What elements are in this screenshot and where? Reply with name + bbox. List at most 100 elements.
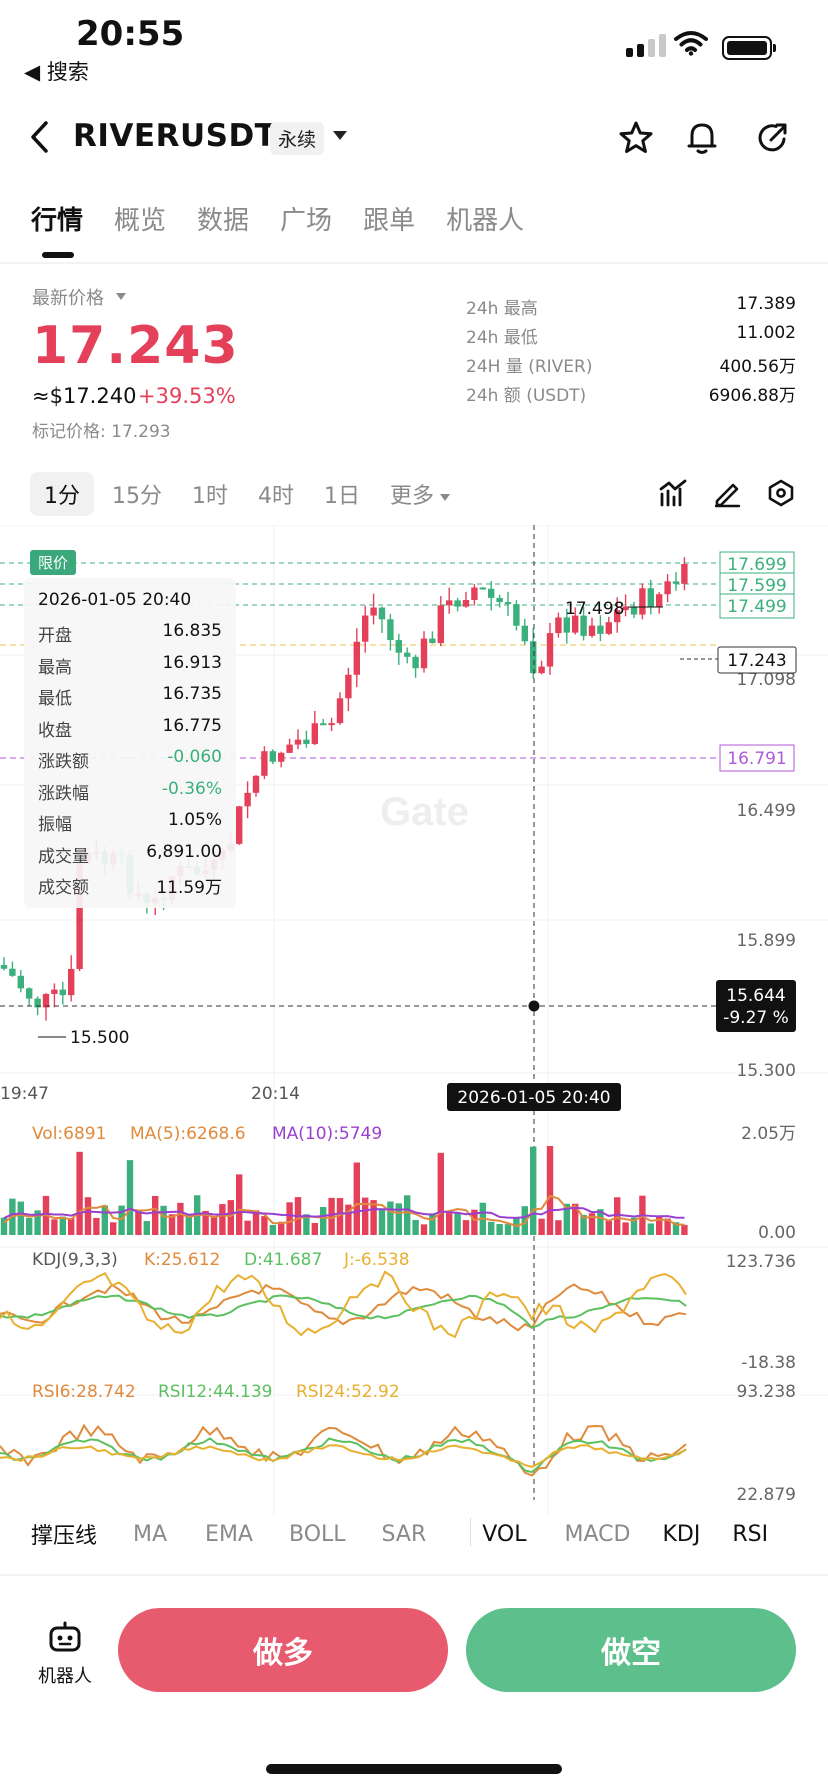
caret-down-icon[interactable] — [116, 293, 126, 300]
caret-down-icon — [440, 493, 451, 501]
volume-bar — [59, 1216, 66, 1235]
candle-body — [630, 606, 638, 615]
candle-body — [437, 605, 444, 644]
indicator-chart-icon[interactable] — [658, 478, 688, 508]
volume-bar — [320, 1206, 327, 1235]
candle-body — [429, 638, 436, 644]
volume-bar — [252, 1210, 260, 1235]
long-button[interactable]: 做多 — [118, 1608, 448, 1692]
volume-bar — [311, 1222, 318, 1235]
tab-copy-trading[interactable]: 跟单 — [363, 206, 416, 236]
contract-type-badge[interactable]: 永续 — [270, 122, 325, 155]
last-price-label[interactable]: 最新价格 — [32, 288, 104, 309]
chevron-down-icon[interactable] — [333, 131, 347, 140]
short-button[interactable]: 做空 — [466, 1608, 796, 1692]
volume-bar — [286, 1202, 293, 1235]
candle-body — [412, 656, 419, 669]
candle-body — [504, 602, 512, 605]
candle-body — [261, 751, 268, 776]
volume-bar — [152, 1195, 159, 1235]
tooltip-value: 11.59万 — [156, 878, 222, 898]
indicator-ema[interactable]: EMA — [205, 1521, 253, 1547]
volume-bar — [168, 1214, 176, 1235]
change-percent: +39.53% — [138, 384, 236, 408]
robot-button[interactable]: 机器人 — [32, 1620, 98, 1688]
pair-title[interactable]: RIVERUSDT — [73, 118, 277, 154]
candle-body — [269, 751, 276, 762]
volume-bar — [546, 1146, 554, 1235]
indicator-ma[interactable]: MA — [133, 1521, 168, 1547]
candle-body — [681, 564, 688, 584]
back-icon[interactable] — [28, 120, 52, 154]
indicator-boll[interactable]: BOLL — [288, 1521, 346, 1547]
candle-body — [488, 588, 495, 598]
tooltip-row: 成交量 6,891.00 — [38, 842, 222, 867]
purple-price-tag: 16.791 — [719, 744, 795, 772]
interval-1h[interactable]: 1时 — [192, 484, 228, 509]
indicator-sar[interactable]: SAR — [381, 1521, 427, 1547]
settings-hexagon-icon[interactable] — [766, 478, 796, 508]
volume-bar — [303, 1214, 310, 1235]
volume-bar — [496, 1224, 503, 1235]
volume-bar — [185, 1214, 192, 1235]
tooltip-time: 2026-01-05 20:40 — [38, 590, 192, 610]
interval-more[interactable]: 更多 — [390, 478, 451, 510]
candle-body — [471, 587, 478, 601]
tooltip-key: 成交额 — [38, 878, 89, 898]
indicator-kdj[interactable]: KDJ — [662, 1521, 701, 1547]
tab-data[interactable]: 数据 — [197, 206, 250, 236]
candle-body — [614, 610, 621, 623]
limit-order-tag[interactable]: 限价 — [30, 550, 77, 575]
volume-bar — [429, 1213, 436, 1235]
interval-1m[interactable]: 1分 — [30, 472, 94, 516]
share-icon[interactable] — [754, 120, 790, 156]
rsi-axis-top: 93.238 — [737, 1382, 796, 1402]
candle-body — [336, 698, 344, 724]
tab-bots[interactable]: 机器人 — [446, 206, 525, 236]
tooltip-key: 涨跌额 — [38, 752, 89, 772]
indicator-macd[interactable]: MACD — [564, 1521, 631, 1547]
candle-body — [395, 640, 402, 653]
volume-bar — [110, 1222, 117, 1235]
vol-ma10-line — [3, 1206, 685, 1219]
indicator-rsi[interactable]: RSI — [732, 1521, 769, 1547]
kdj-j-line — [0, 1270, 687, 1339]
candle-body — [328, 723, 335, 726]
divider — [0, 1574, 828, 1576]
kdj-axis-top: 123.736 — [726, 1252, 796, 1272]
kdj-k-label: K:25.612 — [144, 1250, 220, 1270]
interval-selector: 1分 15分 1时 4时 1日 更多 — [30, 472, 480, 516]
volume-bar — [656, 1215, 663, 1235]
candle-body — [572, 615, 579, 633]
tooltip-key: 涨跌幅 — [38, 783, 89, 804]
rsi6-label: RSI6:28.742 — [32, 1382, 136, 1402]
interval-15m[interactable]: 15分 — [112, 484, 162, 509]
candle-body — [244, 792, 251, 807]
rsi-axis-bottom: 22.879 — [737, 1485, 796, 1505]
main-tabs: 行情 概览 数据 广场 跟单 机器人 — [31, 200, 555, 237]
pencil-draw-icon[interactable] — [712, 478, 742, 508]
volume-bar — [647, 1223, 654, 1235]
candle-body — [378, 607, 386, 620]
volume-bar — [51, 1219, 58, 1235]
interval-4h[interactable]: 4时 — [258, 484, 294, 509]
indicator-support-resistance[interactable]: 撑压线 — [31, 1524, 98, 1549]
candle-body — [68, 968, 75, 996]
candle-body — [76, 861, 83, 969]
candle-body — [588, 625, 596, 636]
interval-1d[interactable]: 1日 — [324, 484, 360, 509]
tab-overview[interactable]: 概览 — [114, 206, 167, 236]
back-to-search-link[interactable]: ◀ 搜索 — [24, 60, 89, 84]
candle-body — [580, 615, 587, 636]
bell-icon[interactable] — [684, 120, 720, 156]
tooltip-key: 成交量 — [38, 846, 89, 867]
x-label-2: 20:14 — [251, 1084, 300, 1104]
star-icon[interactable] — [618, 120, 654, 156]
tab-market[interactable]: 行情 — [31, 206, 84, 236]
tooltip-value: 16.913 — [162, 652, 222, 673]
svg-text:17.599: 17.599 — [727, 576, 786, 596]
candle-body — [420, 638, 428, 669]
indicator-vol[interactable]: VOL — [482, 1521, 527, 1547]
tab-square[interactable]: 广场 — [280, 206, 333, 236]
tooltip-row: 涨跌幅 -0.36% — [38, 779, 222, 804]
